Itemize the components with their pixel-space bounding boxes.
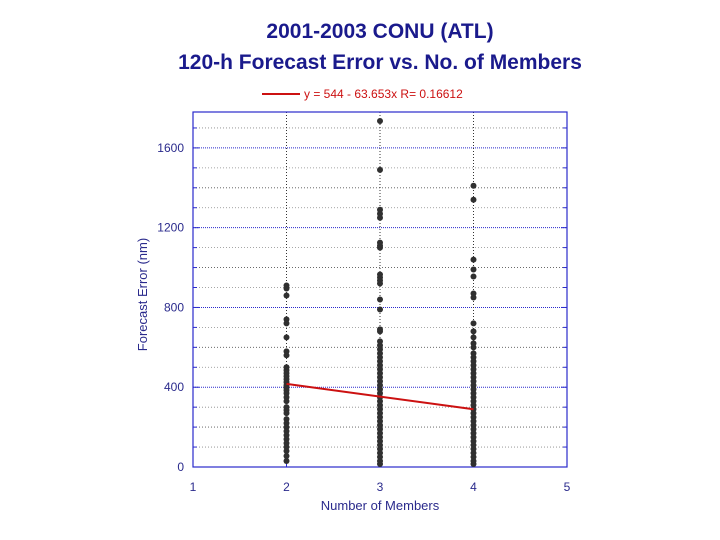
data-point: [470, 344, 477, 351]
data-point: [470, 182, 477, 189]
data-point: [377, 328, 383, 335]
data-point: [377, 461, 383, 468]
y-tick-label: 800: [164, 300, 184, 314]
data-point: [470, 256, 477, 263]
data-point: [283, 352, 290, 359]
data-point: [377, 296, 383, 303]
x-tick-label: 5: [564, 480, 571, 494]
data-point: [283, 448, 290, 455]
data-point: [470, 266, 477, 273]
data-point: [283, 292, 290, 299]
data-point: [377, 214, 383, 221]
x-axis-label: Number of Members: [321, 498, 440, 513]
data-point: [470, 328, 477, 335]
x-tick-label: 3: [377, 480, 384, 494]
data-point: [377, 306, 383, 313]
data-point: [377, 244, 383, 251]
y-tick-label: 400: [164, 380, 184, 394]
data-point: [283, 458, 290, 465]
data-point: [470, 461, 477, 468]
data-point: [470, 320, 477, 327]
data-point: [283, 398, 290, 405]
chart-title: 2001-2003 CONU (ATL): [266, 20, 494, 43]
y-axis-label: Forecast Error (nm): [135, 238, 150, 351]
data-point: [283, 334, 290, 341]
fit-line: [286, 382, 474, 411]
data-point: [377, 117, 383, 124]
data-point: [377, 280, 383, 287]
data-point: [470, 334, 477, 341]
legend-label: y = 544 - 63.653x R= 0.16612: [304, 87, 463, 101]
data-point: [283, 453, 290, 460]
data-point: [283, 285, 290, 292]
x-tick-label: 2: [283, 480, 290, 494]
y-tick-label: 1200: [157, 221, 184, 235]
y-tick-label: 1600: [157, 141, 184, 155]
data-point: [470, 196, 477, 203]
data-point: [470, 273, 477, 280]
data-point: [470, 294, 477, 301]
y-tick-label: 0: [177, 460, 184, 474]
x-tick-label: 1: [190, 480, 197, 494]
data-point: [283, 410, 290, 417]
data-point: [377, 166, 383, 173]
x-tick-label: 4: [470, 480, 477, 494]
data-point: [283, 320, 290, 327]
chart-subtitle: 120-h Forecast Error vs. No. of Members: [178, 51, 582, 74]
